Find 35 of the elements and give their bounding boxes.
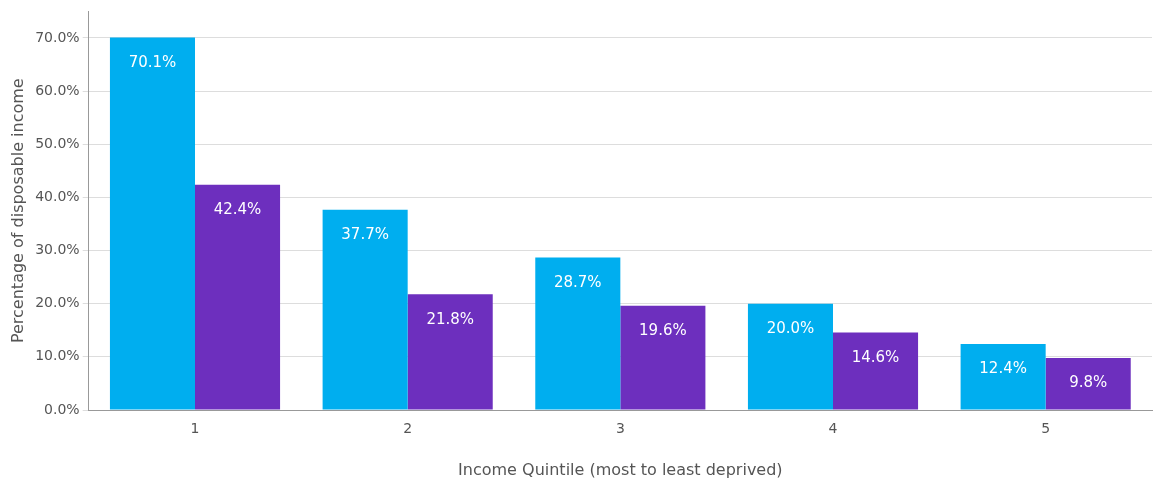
x-tick-label: 3 [615,420,625,437]
data-label: 19.6% [639,321,687,340]
data-label: 21.8% [426,309,475,328]
data-label: 37.7% [341,225,389,244]
y-tick-label: 10.0% [35,347,80,364]
bar [960,344,1046,410]
x-tick-label: 1 [190,420,200,437]
bar [620,305,706,410]
y-tick-label: 60.0% [35,81,80,98]
x-axis-title: Income Quintile (most to least deprived) [458,459,783,479]
data-label: 12.4% [979,359,1027,378]
y-tick-label: 0.0% [44,400,80,417]
y-tick-label: 20.0% [35,294,80,311]
y-tick-label: 30.0% [35,241,80,258]
y-axis-title: Percentage of disposable income [7,78,27,344]
data-label: 70.1% [128,52,177,71]
x-tick-label: 4 [828,420,838,437]
y-tick-label: 50.0% [35,134,80,151]
x-tick-label: 2 [403,420,413,437]
y-tick-label: 40.0% [35,188,80,205]
data-label: 42.4% [213,200,262,219]
bar [747,303,833,410]
data-label: 9.8% [1069,373,1108,392]
bar [109,37,196,410]
bar [407,294,493,410]
data-label: 20.0% [766,319,815,338]
x-tick-label: 5 [1041,420,1051,437]
bar [535,257,621,410]
bar [322,209,408,410]
data-label: 14.6% [851,347,900,366]
data-label: 28.7% [553,272,602,291]
bar [195,184,281,410]
bar [833,332,919,410]
bar [1045,357,1131,410]
y-tick-label: 70.0% [35,28,80,45]
